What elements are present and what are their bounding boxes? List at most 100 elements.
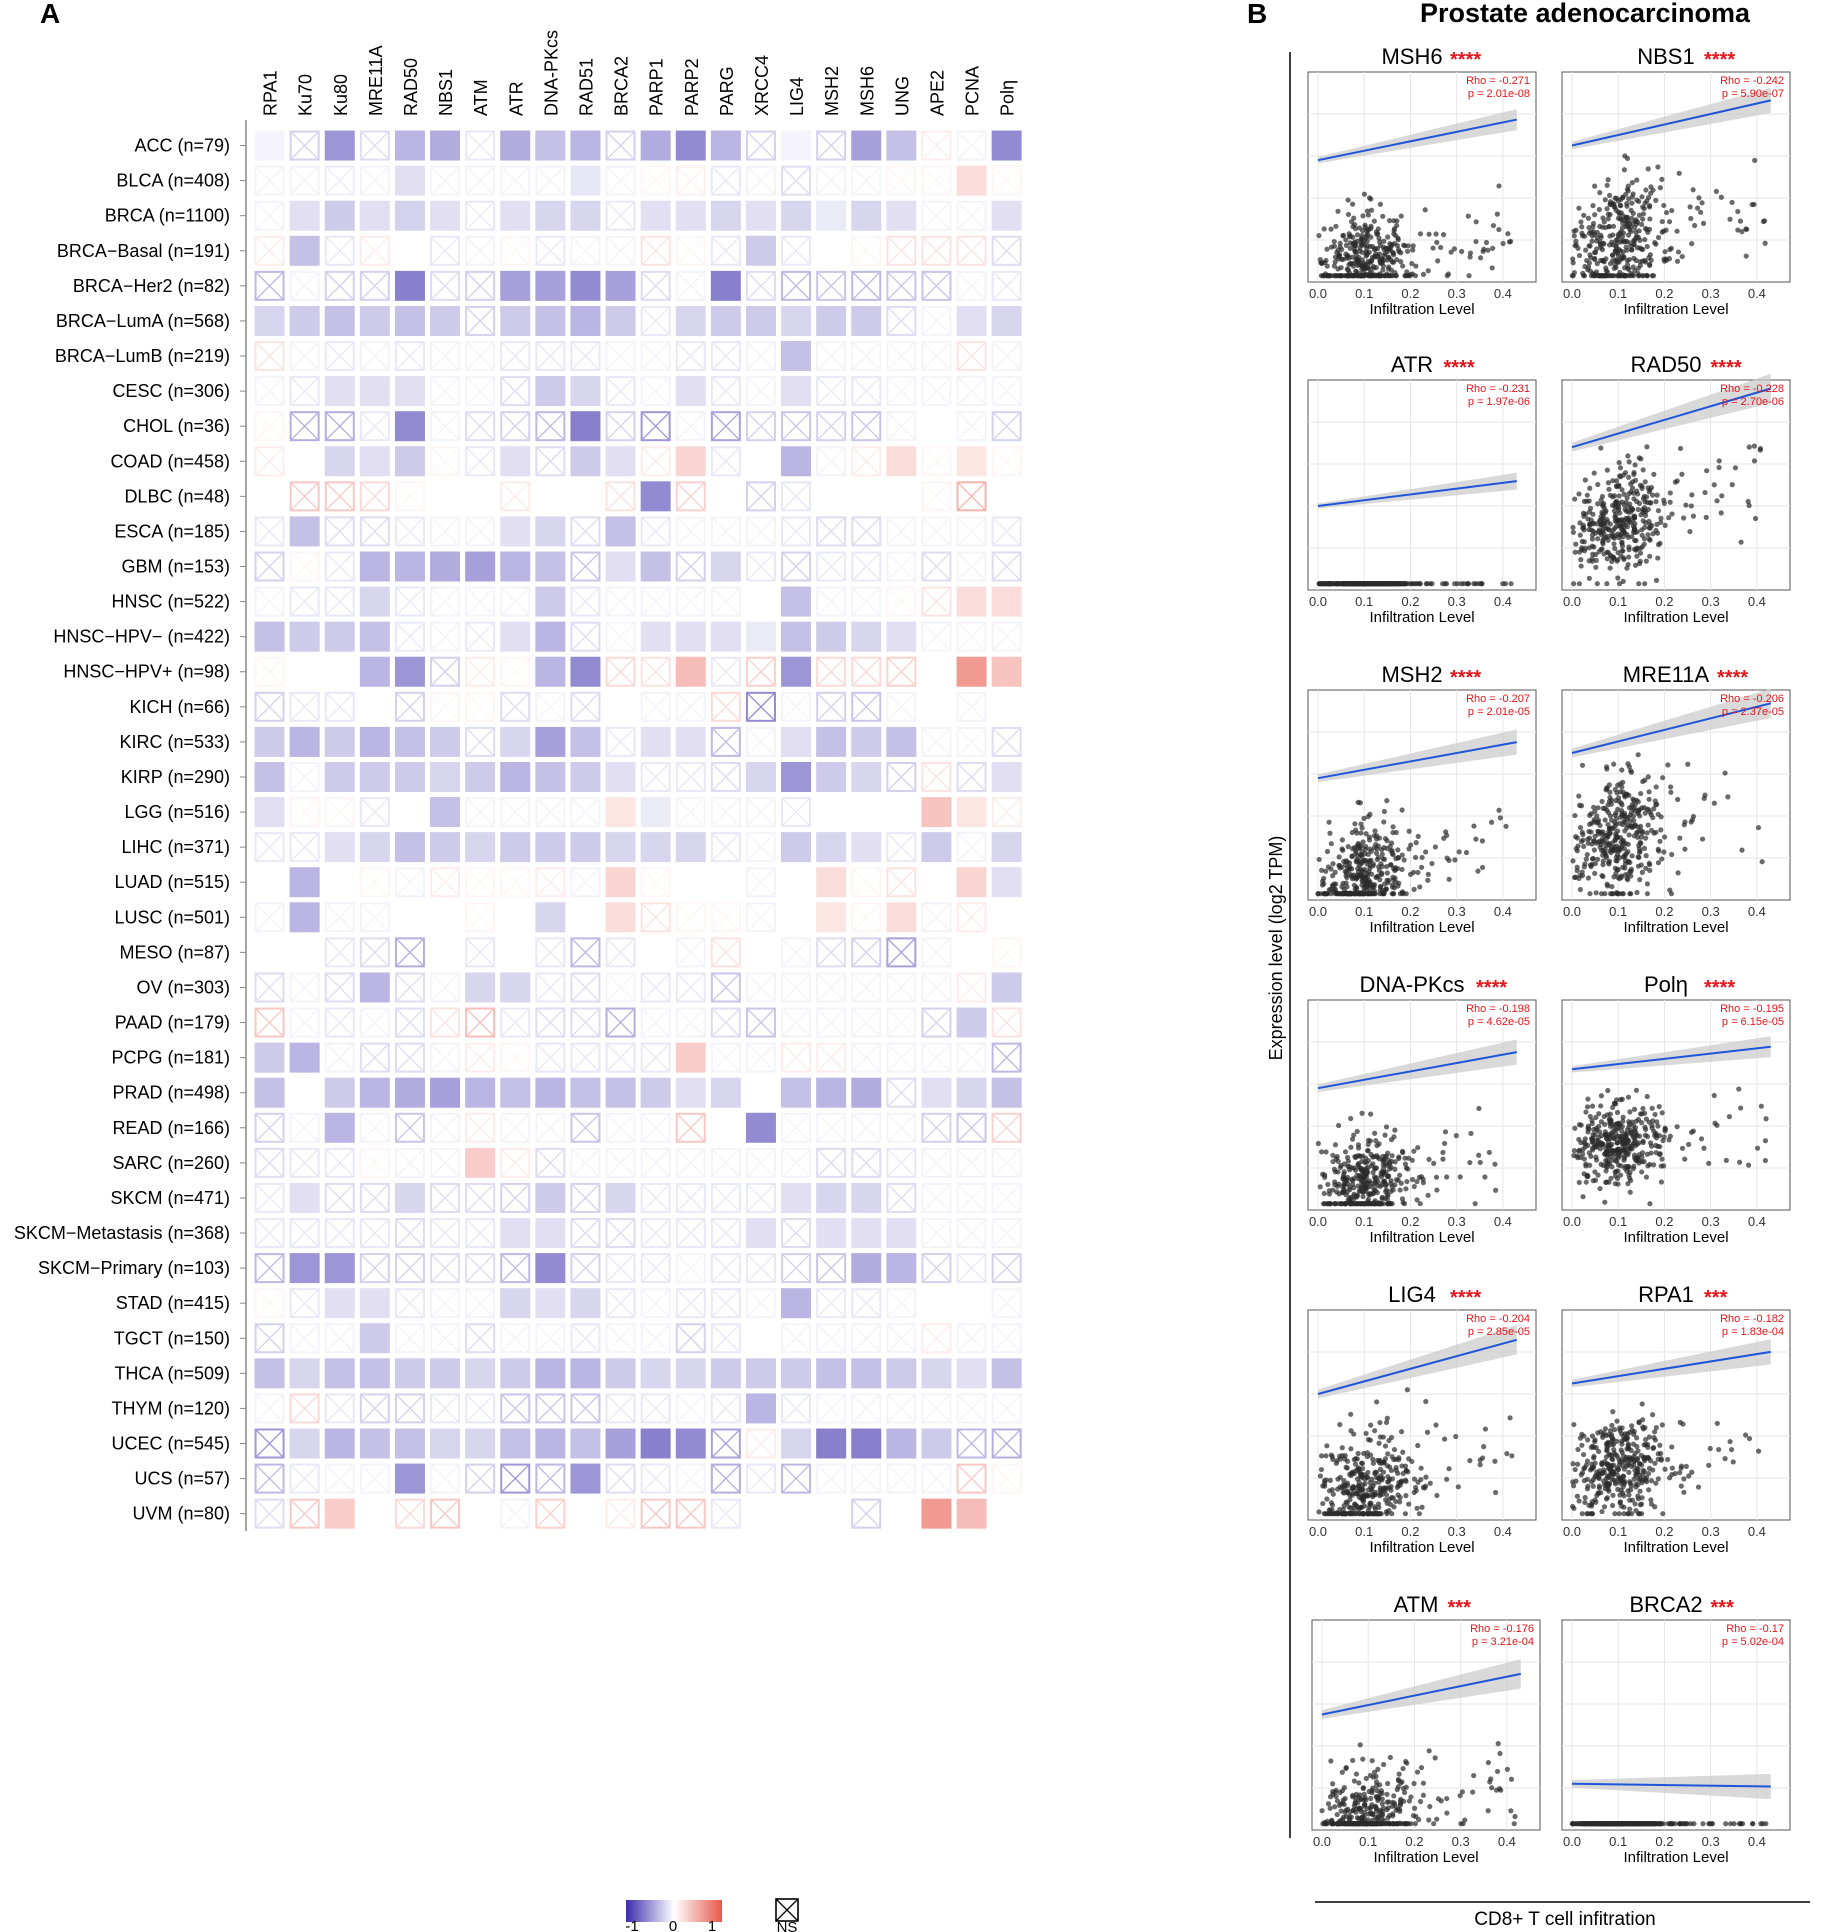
scatter-point (1627, 868, 1633, 874)
heatmap-cell-ns-cross (360, 1218, 390, 1248)
heatmap-cell (781, 656, 812, 687)
scatter-point (1367, 259, 1373, 265)
scatter-point (1354, 1153, 1360, 1159)
scatter-point (1572, 812, 1578, 819)
heatmap-cell (851, 621, 882, 652)
scatter-point (1638, 456, 1644, 462)
heatmap-cell-ns-cross (851, 446, 881, 476)
scatter-point (1646, 796, 1652, 802)
scatter-point (1630, 210, 1636, 216)
significance-stars: **** (1711, 357, 1742, 379)
scatter-point (1589, 238, 1595, 244)
scatter-point (1641, 845, 1648, 852)
scatter-point (1618, 203, 1624, 209)
scatter-point (1657, 185, 1663, 191)
scatter-point (1356, 273, 1362, 279)
scatter-point (1616, 581, 1623, 587)
scatter-point (1400, 1200, 1406, 1206)
scatter-point (1315, 891, 1321, 897)
heatmap-cell (781, 305, 812, 336)
scatter-point (1638, 790, 1644, 797)
scatter-point (1315, 1140, 1321, 1147)
heatmap-cell (816, 305, 847, 336)
scatter-point (1459, 248, 1465, 255)
scatter-point (1318, 1149, 1325, 1155)
heatmap-cell (640, 1077, 671, 1108)
heatmap-cell-ns-cross (641, 902, 671, 932)
heatmap-cell (851, 1253, 882, 1284)
heatmap-legend: -1 0 1 NS (625, 1898, 799, 1932)
heatmap-cell-ns-cross (676, 1393, 706, 1423)
heatmap-cell (430, 130, 461, 161)
scatter-point (1615, 575, 1621, 581)
heatmap-cell-ns-cross (465, 1499, 495, 1529)
heatmap-cell-ns-cross (500, 1253, 530, 1283)
x-tick-label: 0.1 (1355, 904, 1373, 919)
heatmap-cell-ns-cross (570, 692, 600, 722)
heatmap-cell-ns-cross (886, 1043, 916, 1073)
heatmap-cell (394, 1463, 425, 1494)
heatmap-cell (324, 200, 355, 231)
scatter-point (1381, 808, 1387, 815)
column-label: MRE11A (366, 45, 386, 116)
heatmap-cell (605, 832, 636, 863)
scatter-point (1395, 246, 1402, 253)
scatter-point (1360, 878, 1366, 884)
heatmap-cell-ns-cross (430, 1323, 460, 1353)
scatter-point (1729, 199, 1735, 206)
heatmap-cell-ns-cross (641, 1043, 671, 1073)
heatmap-cell-ns-cross (676, 1148, 706, 1178)
scatter-point (1413, 263, 1419, 269)
heatmap-cell (745, 305, 776, 336)
row-label: PCPG (n=181) (111, 1048, 230, 1068)
heatmap-cell (570, 761, 601, 792)
heatmap-cell-ns-cross (921, 902, 951, 932)
heatmap-cell (921, 797, 952, 828)
heatmap-cell-ns-cross (290, 973, 320, 1002)
scatter-point (1587, 243, 1593, 249)
p-value-label: p = 1.97e-06 (1468, 396, 1530, 408)
scatter-point (1687, 528, 1693, 535)
scatter-point (1635, 752, 1641, 758)
scatter-point (1418, 864, 1425, 870)
scatter-point (1585, 267, 1591, 273)
heatmap-cell-ns-cross (711, 832, 741, 862)
heatmap-cell-ns-cross (816, 516, 846, 546)
scatter-point (1350, 263, 1357, 269)
scatter-point (1579, 762, 1586, 768)
scatter-point (1621, 491, 1627, 497)
scatter-point (1409, 581, 1415, 587)
scatter-point (1610, 846, 1616, 852)
x-tick-label: 0.3 (1702, 286, 1720, 301)
heatmap-cell-ns-cross (711, 1183, 741, 1213)
scatter-point (1577, 886, 1583, 893)
scatter-point (1415, 833, 1421, 839)
x-tick-label: 0.4 (1494, 286, 1512, 301)
heatmap-cell (816, 902, 847, 933)
row-label: ACC (n=79) (134, 136, 230, 156)
scatter-point (1655, 860, 1662, 866)
panel-b-title: Prostate adenocarcinoma (1419, 0, 1751, 28)
heatmap-cell-ns-cross (746, 376, 776, 406)
scatter-point (1700, 220, 1707, 227)
scatter-point (1360, 213, 1366, 219)
scatter-point (1388, 257, 1394, 263)
heatmap-cell-ns-cross (781, 1464, 811, 1494)
scatter-point (1588, 527, 1594, 533)
heatmap-cell-ns-cross (395, 867, 425, 897)
scatter-point (1645, 229, 1651, 235)
heatmap-cell-ns-cross (921, 692, 951, 722)
heatmap-cell-ns-cross (500, 1043, 530, 1073)
heatmap-cell-ns-cross (711, 937, 741, 967)
scatter-point (1341, 1169, 1347, 1175)
heatmap-cell (254, 305, 285, 336)
row-label: KICH (n=66) (129, 697, 230, 717)
scatter-point (1760, 218, 1767, 225)
heatmap-cell-ns-cross (816, 1253, 846, 1283)
scatter-point (1372, 272, 1378, 278)
heatmap-cell-ns-cross (430, 1218, 460, 1248)
scatter-point (1644, 881, 1650, 887)
heatmap-cell (675, 1077, 706, 1108)
scatter-point (1319, 260, 1325, 267)
heatmap-cell-ns-cross (921, 341, 951, 371)
